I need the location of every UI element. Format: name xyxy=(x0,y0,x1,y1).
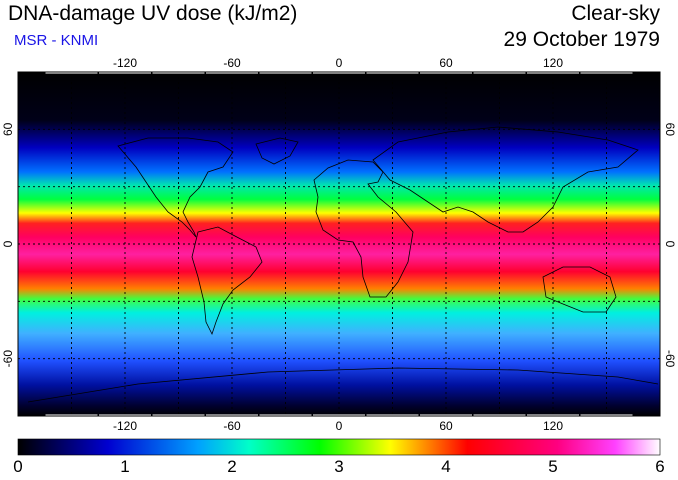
sky-condition: Clear-sky xyxy=(571,2,660,26)
top-longitude-label: 0 xyxy=(336,56,343,70)
colorbar-label: 6 xyxy=(655,457,664,477)
colorbar-label: 4 xyxy=(441,457,450,477)
left-latitude-labels: 60 0 -60 xyxy=(1,122,15,367)
bottom-longitude-label: -120 xyxy=(113,419,137,433)
map-title: DNA-damage UV dose (kJ/m2) xyxy=(8,2,297,26)
top-longitude-label: -120 xyxy=(113,56,137,70)
colorbar-label: 0 xyxy=(13,457,22,477)
right-latitude-label: 0 xyxy=(663,241,677,248)
right-latitude-label: -60 xyxy=(663,350,677,368)
map-date: 29 October 1979 xyxy=(504,28,660,52)
colorbar-label: 3 xyxy=(334,457,343,477)
bottom-longitude-label: 0 xyxy=(336,419,343,433)
left-latitude-label: -60 xyxy=(1,350,15,368)
left-latitude-label: 0 xyxy=(1,240,15,247)
top-longitude-label: 60 xyxy=(439,56,453,70)
top-longitude-labels: -120 -60 0 60 120 xyxy=(113,56,563,70)
left-latitude-label: 60 xyxy=(1,122,15,136)
top-longitude-label: 120 xyxy=(543,56,563,70)
colorbar-label: 1 xyxy=(120,457,129,477)
uv-dose-map: -120 -60 0 60 120 -120 -60 0 60 120 600-60 600-6… xyxy=(18,72,660,416)
bottom-longitude-labels: -120 -60 0 60 120 xyxy=(113,419,563,433)
colorbar-label: 5 xyxy=(548,457,557,477)
bottom-longitude-label: -60 xyxy=(223,419,241,433)
top-longitude-label: -60 xyxy=(223,56,241,70)
right-latitude-label: 60 xyxy=(663,123,677,137)
colorbar xyxy=(18,439,660,455)
colorbar-label: 2 xyxy=(227,457,236,477)
credit-label: MSR - KNMI xyxy=(14,32,98,49)
right-latitude-labels: 60 0 -60 xyxy=(663,123,677,368)
bottom-longitude-label: 60 xyxy=(439,419,453,433)
bottom-longitude-label: 120 xyxy=(543,419,563,433)
